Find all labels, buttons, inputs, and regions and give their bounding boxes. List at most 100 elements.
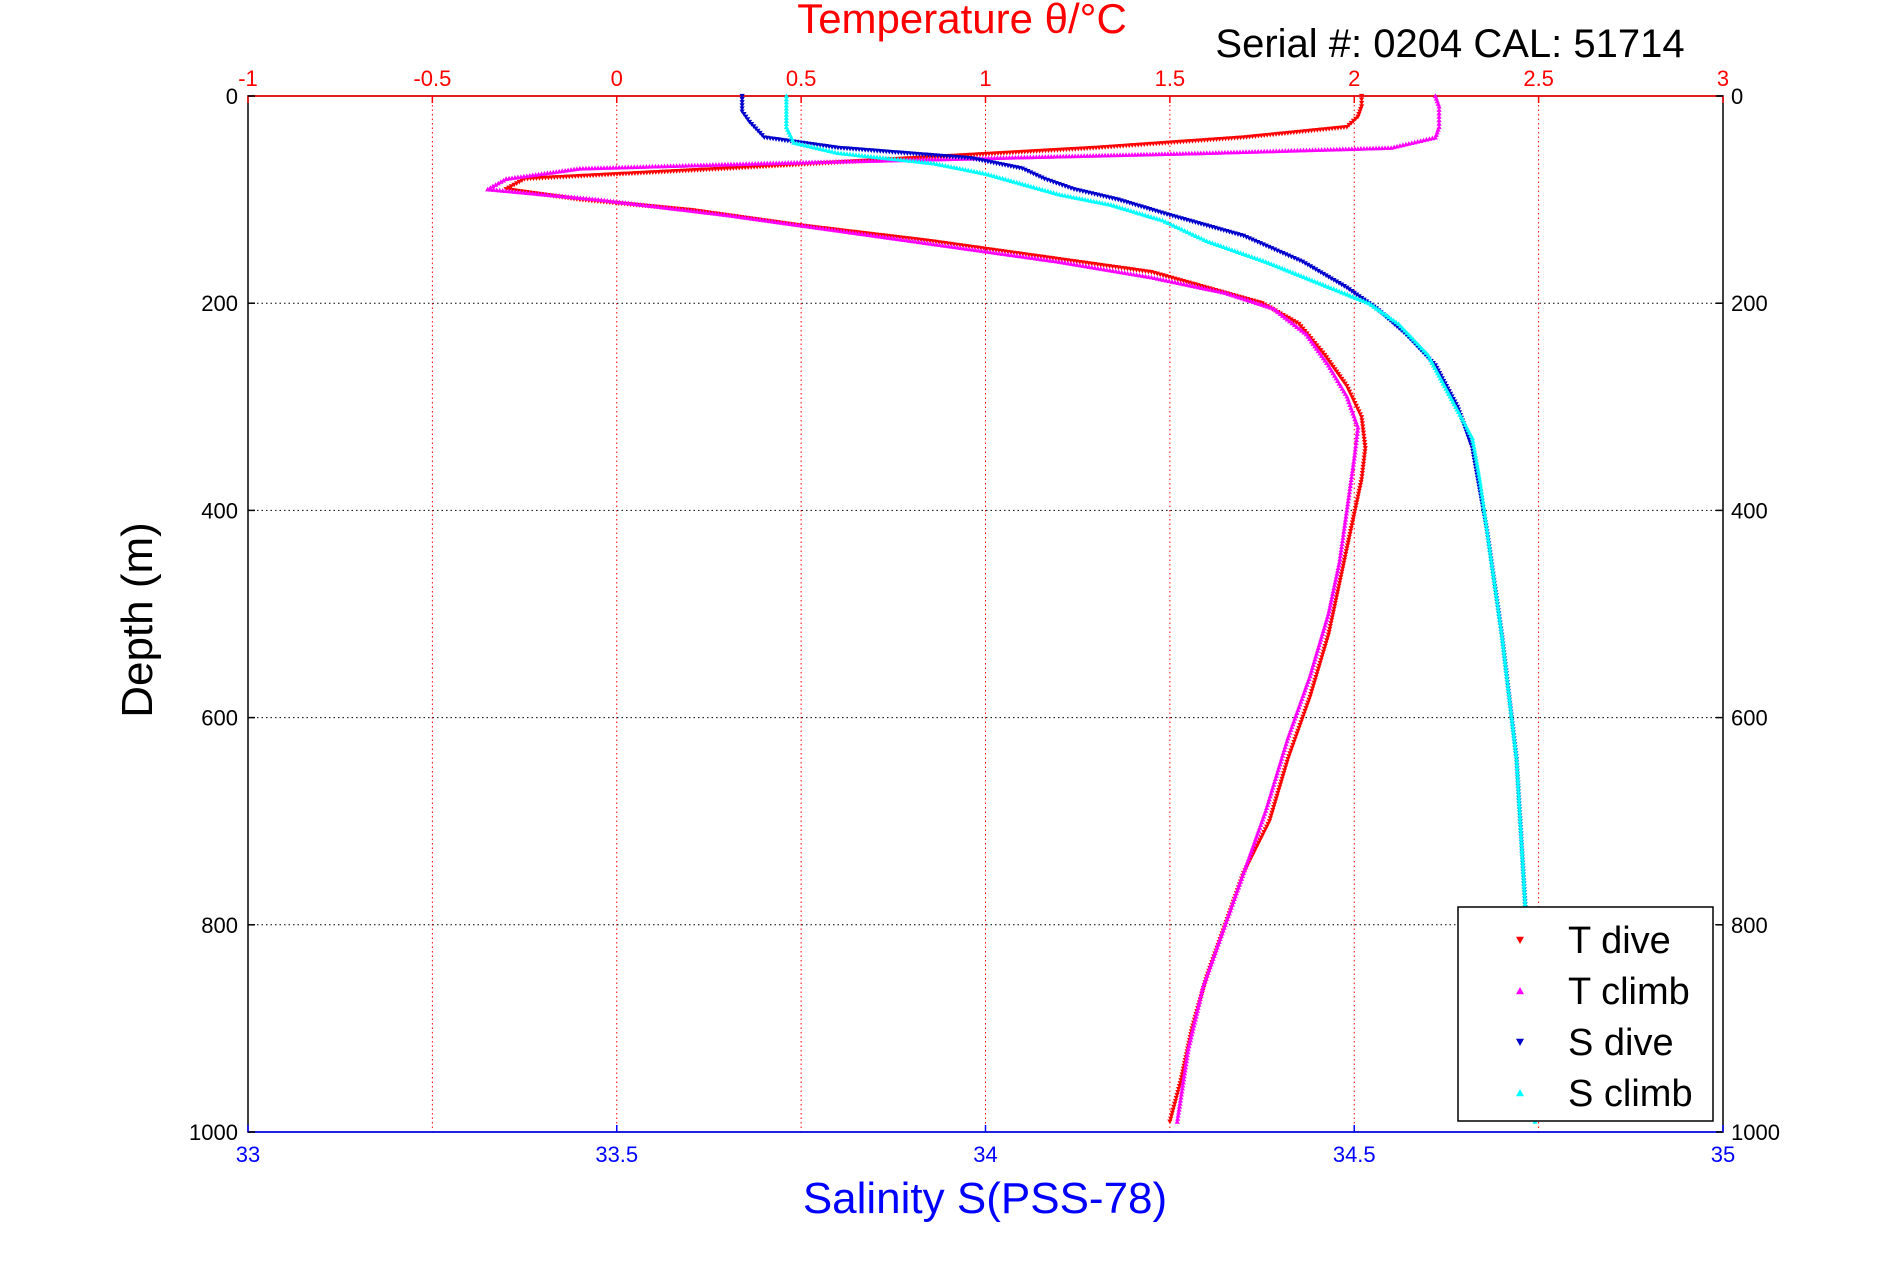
data-point (1042, 187, 1048, 193)
data-point (1516, 791, 1522, 797)
data-point (1338, 550, 1344, 556)
data-point (1311, 680, 1317, 686)
data-point (1176, 1109, 1182, 1115)
data-point (1260, 832, 1266, 838)
data-point (1065, 260, 1071, 266)
data-point (1167, 1119, 1173, 1125)
data-point (1276, 785, 1283, 790)
data-point (1331, 286, 1337, 292)
data-point (1355, 406, 1361, 412)
data-point (1264, 303, 1271, 309)
data-point (739, 93, 745, 99)
data-point (1159, 217, 1166, 223)
data-point (1350, 294, 1356, 299)
data-point (1419, 345, 1425, 351)
data-point (1490, 571, 1496, 576)
data-point (1236, 294, 1242, 300)
data-point (1346, 287, 1352, 292)
data-point (1493, 592, 1499, 598)
data-point (1113, 268, 1119, 274)
data-point (1092, 265, 1098, 270)
data-point (1406, 141, 1412, 146)
data-point (1171, 1104, 1177, 1110)
data-point (1338, 547, 1344, 553)
data-point (1321, 646, 1327, 652)
data-point (783, 99, 789, 105)
data-point (1334, 571, 1340, 576)
data-point (1108, 202, 1114, 207)
data-point (1327, 624, 1333, 629)
data-point (1172, 279, 1178, 285)
data-point (1206, 239, 1213, 245)
data-point (1334, 369, 1340, 375)
data-point (1181, 1073, 1187, 1079)
data-point (1294, 324, 1300, 329)
data-point (1281, 768, 1288, 773)
data-point (1481, 507, 1487, 512)
data-point (1280, 251, 1286, 256)
data-point (1483, 522, 1489, 528)
legend: T dive T climb S dive S climb (1457, 906, 1714, 1122)
y-axis-label: Depth (m) (113, 522, 162, 718)
data-point (1275, 767, 1281, 773)
data-point (1177, 1100, 1183, 1106)
data-point (1302, 329, 1308, 334)
legend-label: S dive (1568, 1022, 1674, 1064)
data-point (988, 172, 994, 178)
data-point (739, 106, 745, 112)
data-point (1209, 240, 1215, 246)
data-point (1312, 656, 1318, 662)
data-point (1142, 273, 1149, 279)
data-point (1488, 555, 1494, 561)
data-point (1193, 233, 1199, 238)
data-point (1415, 138, 1421, 144)
data-point (1412, 339, 1418, 344)
data-point (1282, 765, 1288, 771)
data-point (826, 148, 832, 153)
data-point (490, 183, 496, 189)
data-point (1327, 360, 1333, 365)
data-point (1326, 274, 1332, 280)
data-point (1335, 586, 1341, 592)
data-point (1511, 738, 1517, 744)
legend-marker (1516, 987, 1524, 995)
data-point (1025, 183, 1031, 188)
data-point (1039, 187, 1045, 192)
data-point (1198, 993, 1204, 998)
data-point (1307, 694, 1313, 700)
data-point (1190, 1025, 1196, 1031)
data-point (1266, 796, 1272, 802)
data-point (1265, 260, 1272, 265)
data-point (1522, 895, 1528, 901)
data-point (1346, 489, 1353, 495)
data-point (1423, 350, 1429, 355)
data-point (1330, 612, 1336, 618)
data-point (1302, 708, 1308, 714)
data-point (1270, 807, 1276, 813)
data-point (1279, 776, 1285, 782)
data-point (1347, 486, 1353, 492)
data-point (1184, 1055, 1190, 1061)
data-point (1503, 664, 1509, 670)
data-point (1293, 734, 1299, 740)
data-point (1337, 556, 1343, 562)
right-tick-label: 1000 (1731, 1120, 1780, 1145)
data-point (1517, 824, 1524, 830)
data-point (1019, 166, 1025, 172)
data-point (1501, 655, 1508, 661)
data-point (1086, 264, 1092, 269)
data-point (1253, 846, 1259, 852)
data-point (1276, 264, 1282, 270)
data-point (783, 96, 789, 102)
data-point (1349, 474, 1355, 479)
data-point (1393, 319, 1399, 325)
data-point (1344, 285, 1350, 291)
data-point (1497, 619, 1503, 625)
data-point (1284, 759, 1290, 765)
data-point (1360, 424, 1366, 430)
chart-subtitle: Serial #: 0204 CAL: 51714 (1215, 22, 1684, 66)
data-point (1362, 446, 1368, 451)
data-point (783, 118, 789, 123)
data-point (1322, 622, 1328, 628)
data-point (519, 178, 525, 183)
